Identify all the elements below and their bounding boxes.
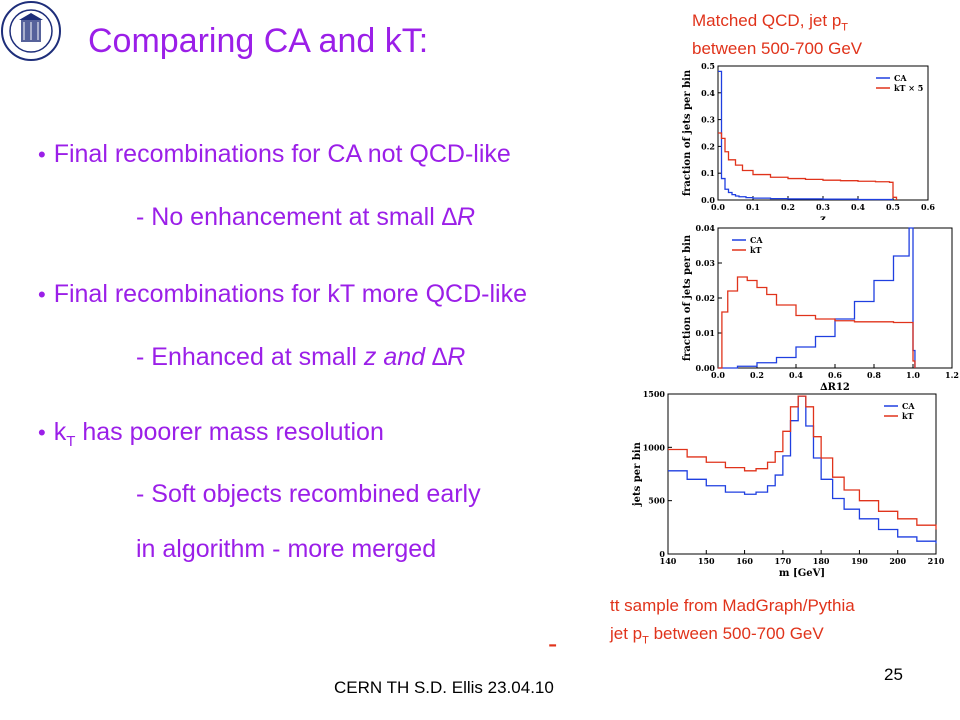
z-ytick-label: 0.2: [701, 141, 715, 151]
bullet-2-sub: - Enhanced at small z and ∆R: [136, 343, 465, 372]
footer-credit: CERN TH S.D. Ellis 23.04.10: [334, 678, 554, 697]
z-xtick-label: 0.0: [711, 202, 725, 212]
mass-ytick-label: 1000: [643, 442, 666, 452]
bottom-note: tt sample from MadGraph/Pythia jet pT be…: [610, 592, 855, 654]
bullet-2-text: Final recombinations for kT more QCD-lik…: [53, 280, 527, 308]
dr-ytick-label: 0.03: [696, 258, 716, 268]
bullet-3-sub-1: - Soft objects recombined early: [136, 480, 481, 508]
z-ytick-label: 0.5: [701, 61, 715, 71]
dr-xtick-label: 1.2: [945, 370, 959, 380]
bullet-3: • kT has poorer mass resolution: [38, 418, 384, 450]
mass-xtick-label: 210: [928, 556, 945, 566]
dr-xtick-label: 0.2: [750, 370, 764, 380]
dr-xtick-label: 0.4: [789, 370, 803, 380]
mass-ytick-label: 1500: [643, 389, 666, 399]
top-note-line2: between 500-700 GeV: [692, 39, 863, 59]
bullet-1-sub-text: - No enhancement at small: [136, 203, 442, 231]
mass-xtick-label: 200: [889, 556, 906, 566]
stray-dash: -: [548, 628, 558, 659]
z-xtick-label: 0.1: [746, 202, 760, 212]
z-xtick-label: 0.4: [851, 202, 865, 212]
bullet-3-sub-t: T: [66, 433, 76, 450]
slide-title: Comparing CA and kT:: [88, 22, 429, 60]
dr-ylabel: fraction of jets per bin: [682, 234, 693, 361]
z-ylabel: fraction of jets per bin: [682, 69, 693, 196]
dr-legend-label: kT: [750, 245, 762, 255]
dr-ytick-label: 0.01: [696, 328, 715, 338]
z-xtick-label: 0.6: [921, 202, 935, 212]
university-seal-logo: [1, 1, 61, 61]
z-series-ca: [718, 70, 893, 201]
dr-ytick-label: 0.00: [696, 363, 716, 373]
bullet-2: • Final recombinations for kT more QCD-li…: [38, 280, 527, 308]
mass-frame: [667, 393, 937, 555]
dr-ytick-label: 0.04: [696, 223, 716, 233]
bottom-note-sub: T: [642, 634, 649, 647]
dr-xtick-label: 0.6: [828, 370, 842, 380]
z-ytick-label: 0.3: [701, 115, 715, 125]
dr-xtick-label: 0.8: [867, 370, 881, 380]
z-xtick-label: 0.3: [816, 202, 830, 212]
mass-xtick-label: 150: [698, 556, 715, 566]
dr-xlabel: ∆R12: [820, 382, 850, 393]
z-ytick-label: 0.0: [701, 195, 715, 205]
mass-series-kt: [668, 395, 937, 530]
dr-ytick-label: 0.02: [696, 293, 715, 303]
chart-dr: 0.0 0.2 0.4 0.6 0.8 1.0 1.2 0.00 0.01 0.02 0.03 0.0…: [682, 223, 959, 393]
bottom-note-line2-post: between 500-700 GeV: [648, 624, 824, 643]
dr-series-kt: [718, 276, 916, 369]
bottom-note-line2-pre: jet p: [610, 624, 643, 643]
dr-xtick-label: 0.0: [711, 370, 725, 380]
page-number: 25: [884, 665, 903, 684]
chart-mass: 140 150 160 170 180 190 200 210 0 500 1000 1500 m [G…: [632, 389, 945, 579]
z-legend-label: CA: [894, 73, 907, 83]
mass-xtick-label: 180: [813, 556, 830, 566]
z-ytick-label: 0.1: [701, 168, 715, 178]
z-ytick-label: 0.4: [701, 88, 715, 98]
z-xlabel: z: [820, 214, 826, 220]
mass-legend-label: CA: [902, 401, 915, 411]
bullet-1-sub-ital: ∆R: [441, 203, 476, 231]
mass-xtick-label: 170: [775, 556, 792, 566]
mass-xtick-label: 190: [851, 556, 868, 566]
bullet-3-sub-2: in algorithm - more merged: [136, 535, 437, 563]
mass-ylabel: jets per bin: [632, 441, 643, 507]
mass-xtick-label: 140: [660, 556, 677, 566]
dr-xtick-label: 1.0: [906, 370, 920, 380]
dr-series-ca: [718, 227, 916, 369]
bullet-2-sub-text: - Enhanced at small: [136, 343, 364, 371]
chart-z: 0.0 0.1 0.2 0.3 0.4 0.5 0.6 0.0 0.1 0.2 0.3 0.4 0.5 z…: [682, 61, 935, 220]
bullet-1-sub: - No enhancement at small ∆R: [136, 203, 475, 232]
mass-ytick-label: 500: [648, 496, 665, 506]
top-note-line1: Matched QCD, jet p: [692, 11, 842, 30]
bullet-3-k: k: [53, 418, 67, 446]
bullet-1: • Final recombinations for CA not QCD-lik…: [38, 140, 511, 168]
mass-xlabel: m [GeV]: [779, 568, 825, 579]
z-legend-label: kT × 5: [894, 83, 923, 93]
bullet-1-text: Final recombinations for CA not QCD-like: [53, 140, 511, 168]
top-note-sub: T: [841, 21, 849, 34]
z-series-kt: [718, 132, 898, 200]
z-xtick-label: 0.2: [781, 202, 795, 212]
dr-legend-label: CA: [750, 235, 763, 245]
bottom-note-line1: tt sample from MadGraph/Pythia: [610, 596, 855, 615]
z-xtick-label: 0.5: [886, 202, 900, 212]
mass-ytick-label: 0: [659, 549, 665, 559]
mass-series-ca: [668, 395, 937, 544]
mass-legend-label: kT: [902, 411, 914, 421]
top-note: Matched QCD, jet pT between 500-700 GeV: [692, 10, 862, 59]
bullet-2-sub-ital: z and ∆R: [363, 343, 466, 371]
bullet-3-text: has poorer mass resolution: [75, 418, 384, 446]
mass-xtick-label: 160: [736, 556, 753, 566]
